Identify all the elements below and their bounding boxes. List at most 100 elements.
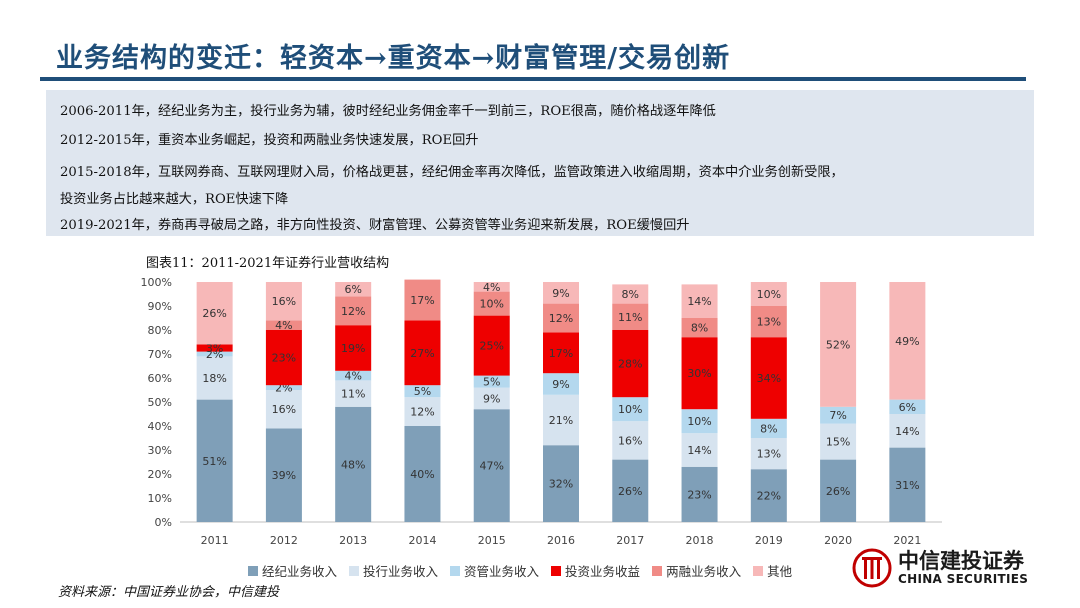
data-label: 6%	[344, 283, 361, 296]
data-label: 8%	[760, 422, 777, 435]
data-label: 8%	[622, 288, 639, 301]
y-tick-label: 100%	[141, 276, 172, 289]
title-divider	[40, 77, 1026, 81]
data-label: 16%	[272, 295, 296, 308]
bar-segment	[681, 337, 718, 410]
chart-caption: 图表11：2011-2021年证券行业营收结构	[146, 256, 390, 271]
bar-segment	[543, 282, 579, 304]
data-label: 48%	[341, 458, 365, 471]
data-label: 9%	[483, 392, 500, 405]
bar-segment	[265, 390, 302, 429]
bar-segment	[750, 282, 787, 306]
summary-line-2: 2012-2015年，重资本业务崛起，投资和两融业务快速发展，ROE回升	[60, 133, 479, 148]
data-label: 27%	[410, 347, 434, 360]
bar-segment	[820, 406, 857, 424]
slide-title: 业务结构的变迁：轻资本→重资本→财富管理/交易创新	[56, 43, 731, 74]
x-tick-label: 2018	[686, 534, 714, 547]
data-label: 17%	[410, 294, 434, 307]
chart-legend: 经纪业务收入 投行业务收入 资管业务收入 投资业务收益 两融业务收入 其他	[248, 561, 792, 580]
data-label: 25%	[480, 340, 504, 353]
x-tick-label: 2013	[339, 534, 367, 547]
data-label: 13%	[757, 316, 781, 329]
bar-segment	[404, 279, 441, 321]
data-label: 9%	[552, 378, 569, 391]
data-label: 16%	[272, 403, 296, 416]
bar-segment	[196, 351, 233, 357]
data-label: 49%	[895, 335, 919, 348]
y-tick-label: 90%	[148, 300, 172, 313]
legend-swatch	[450, 565, 461, 576]
legend-item: 经纪业务收入	[248, 561, 337, 580]
data-label: 14%	[687, 444, 711, 457]
bar-segment	[335, 296, 372, 326]
bar-segment	[473, 291, 510, 316]
data-label: 22%	[757, 490, 781, 503]
data-label: 40%	[410, 468, 434, 481]
legend-swatch	[652, 565, 663, 576]
bar-segment	[820, 282, 857, 407]
bar-segment	[196, 282, 233, 345]
legend-label: 经纪业务收入	[262, 564, 338, 579]
x-tick-label: 2020	[824, 534, 852, 547]
data-label: 14%	[895, 425, 919, 438]
data-label: 9%	[552, 287, 569, 300]
legend-item: 资管业务收入	[450, 561, 539, 580]
bar-segment	[750, 306, 787, 338]
bar-segment	[404, 426, 441, 522]
bar-segment	[473, 375, 510, 388]
data-label: 10%	[618, 403, 642, 416]
summary-box: 2006-2011年，经纪业务为主，投行业务为辅，彼时经纪业务佣金率千一到前三，…	[46, 90, 1034, 236]
y-tick-label: 80%	[148, 324, 172, 337]
logo-name-cn: 中信建投证券	[898, 549, 1024, 573]
legend-item: 投行业务收入	[349, 561, 438, 580]
data-label: 19%	[341, 342, 365, 355]
summary-line-4: 投资业务占比越来越大，ROE快速下降	[60, 192, 289, 207]
bar-segment	[265, 385, 302, 390]
bar-segment	[196, 399, 233, 522]
source-note: 资料来源：中国证券业协会，中信建投	[58, 585, 280, 600]
x-tick-label: 2014	[408, 534, 436, 547]
legend-label: 其他	[767, 564, 793, 579]
bar-segment	[612, 397, 649, 422]
data-label: 10%	[757, 288, 781, 301]
data-label: 32%	[549, 478, 573, 491]
bar-segment	[681, 433, 718, 467]
legend-item: 其他	[753, 561, 792, 580]
x-tick-label: 2019	[755, 534, 783, 547]
data-label: 12%	[341, 305, 365, 318]
bar-segment	[404, 397, 441, 426]
bar-segment	[335, 406, 372, 522]
data-label: 11%	[618, 311, 642, 324]
bar-segment	[335, 282, 372, 297]
data-label: 34%	[757, 372, 781, 385]
bar-segment	[473, 282, 510, 292]
bar-segment	[543, 303, 579, 333]
data-label: 7%	[829, 409, 846, 422]
data-label: 10%	[687, 415, 711, 428]
data-label: 31%	[895, 479, 919, 492]
x-tick-label: 2012	[270, 534, 298, 547]
bar-segment	[196, 356, 233, 400]
data-label: 30%	[687, 367, 711, 380]
bar-segment	[612, 303, 649, 330]
data-label: 11%	[341, 388, 365, 401]
legend-label: 两融业务收入	[666, 564, 742, 579]
y-tick-label: 60%	[148, 372, 172, 385]
legend-item: 两融业务收入	[652, 561, 741, 580]
data-label: 4%	[483, 281, 500, 294]
bar-segment	[265, 320, 302, 330]
bar-segment	[889, 282, 926, 400]
x-tick-label: 2011	[201, 534, 229, 547]
bar-segment	[889, 414, 926, 448]
legend-label: 投资业务收益	[565, 564, 641, 579]
data-label: 17%	[549, 347, 573, 360]
bar-segment	[889, 447, 926, 522]
data-label: 12%	[549, 312, 573, 325]
data-label: 4%	[275, 319, 292, 332]
data-label: 3%	[206, 342, 223, 355]
bar-segment	[750, 337, 787, 419]
x-tick-label: 2015	[478, 534, 506, 547]
data-label: 4%	[344, 370, 361, 383]
data-label: 14%	[687, 295, 711, 308]
bar-segment	[265, 330, 302, 386]
